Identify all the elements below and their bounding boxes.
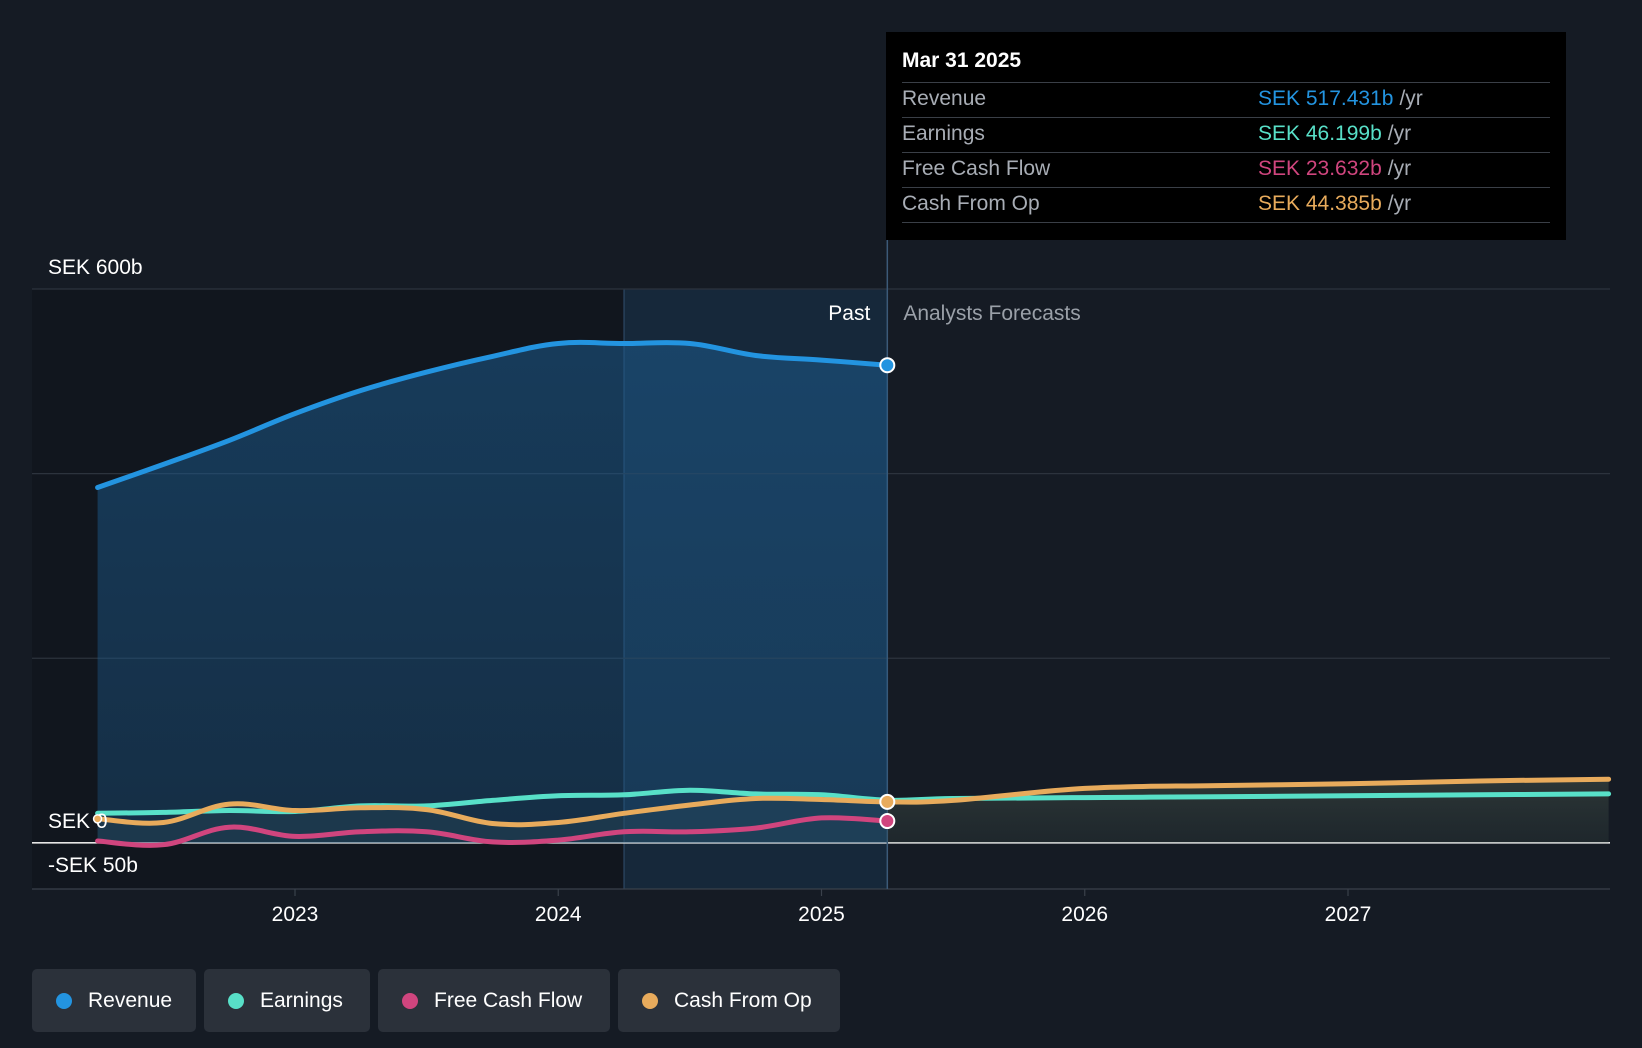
tooltip-row-cfo: Cash From Op SEK 44.385b /yr bbox=[902, 188, 1550, 223]
revenue-marker[interactable] bbox=[879, 357, 896, 374]
tooltip-row-earnings: Earnings SEK 46.199b /yr bbox=[902, 118, 1550, 153]
tooltip-unit: /yr bbox=[1387, 122, 1412, 145]
tooltip-row-fcf: Free Cash Flow SEK 23.632b /yr bbox=[902, 153, 1550, 188]
revenue-area bbox=[97, 342, 888, 843]
legend-label: Free Cash Flow bbox=[434, 988, 583, 1012]
tooltip-unit: /yr bbox=[1387, 192, 1412, 215]
cfo-line bbox=[95, 776, 1612, 828]
legend-item-fcf[interactable]: Free Cash Flow bbox=[378, 969, 610, 1032]
tooltip-label: Cash From Op bbox=[902, 192, 1040, 215]
forecast-label: Analysts Forecasts bbox=[903, 302, 1080, 325]
x-tick-label: 2024 bbox=[535, 903, 582, 926]
forecast-area bbox=[887, 779, 1609, 843]
y-tick-label: -SEK 50b bbox=[48, 854, 138, 877]
x-tick-label: 2027 bbox=[1325, 903, 1372, 926]
x-tick-label: 2023 bbox=[272, 903, 319, 926]
legend-item-cfo[interactable]: Cash From Op bbox=[618, 969, 840, 1032]
tooltip-row-revenue: Revenue SEK 517.431b /yr bbox=[902, 83, 1550, 118]
legend-item-revenue[interactable]: Revenue bbox=[32, 969, 196, 1032]
tooltip-label: Free Cash Flow bbox=[902, 157, 1051, 180]
x-tick-label: 2025 bbox=[798, 903, 845, 926]
tooltip-value: SEK 23.632b bbox=[1258, 157, 1382, 180]
legend-label: Cash From Op bbox=[674, 988, 812, 1012]
tooltip-value: SEK 44.385b bbox=[1258, 192, 1382, 215]
tooltip-value: SEK 46.199b bbox=[1258, 122, 1382, 145]
tooltip-value: SEK 517.431b bbox=[1258, 87, 1394, 110]
tooltip-date: Mar 31 2025 bbox=[902, 46, 1550, 83]
cfo-marker[interactable] bbox=[879, 793, 896, 810]
fcf-line bbox=[95, 815, 890, 848]
tooltip-label: Earnings bbox=[902, 122, 985, 145]
fcf-dot-icon bbox=[402, 992, 418, 1009]
cfo-start-marker bbox=[92, 814, 103, 824]
y-tick-label: SEK 0 bbox=[48, 810, 108, 833]
x-tick-label: 2026 bbox=[1061, 903, 1108, 926]
tooltip-label: Revenue bbox=[902, 87, 987, 110]
earnings-dot-icon bbox=[228, 992, 244, 1009]
past-label: Past bbox=[828, 302, 870, 325]
tooltip: Mar 31 2025 Revenue SEK 517.431b /yr Ear… bbox=[886, 32, 1566, 240]
legend-item-earnings[interactable]: Earnings bbox=[204, 969, 370, 1032]
tooltip-unit: /yr bbox=[1399, 87, 1423, 110]
cfo-dot-icon bbox=[642, 992, 658, 1009]
fcf-marker[interactable] bbox=[879, 813, 896, 830]
y-tick-label: SEK 600b bbox=[48, 256, 143, 279]
revenue-line bbox=[95, 339, 890, 490]
tooltip-unit: /yr bbox=[1387, 157, 1412, 180]
revenue-dot-icon bbox=[56, 992, 72, 1009]
legend-label: Earnings bbox=[260, 988, 343, 1012]
legend-label: Revenue bbox=[88, 988, 173, 1012]
